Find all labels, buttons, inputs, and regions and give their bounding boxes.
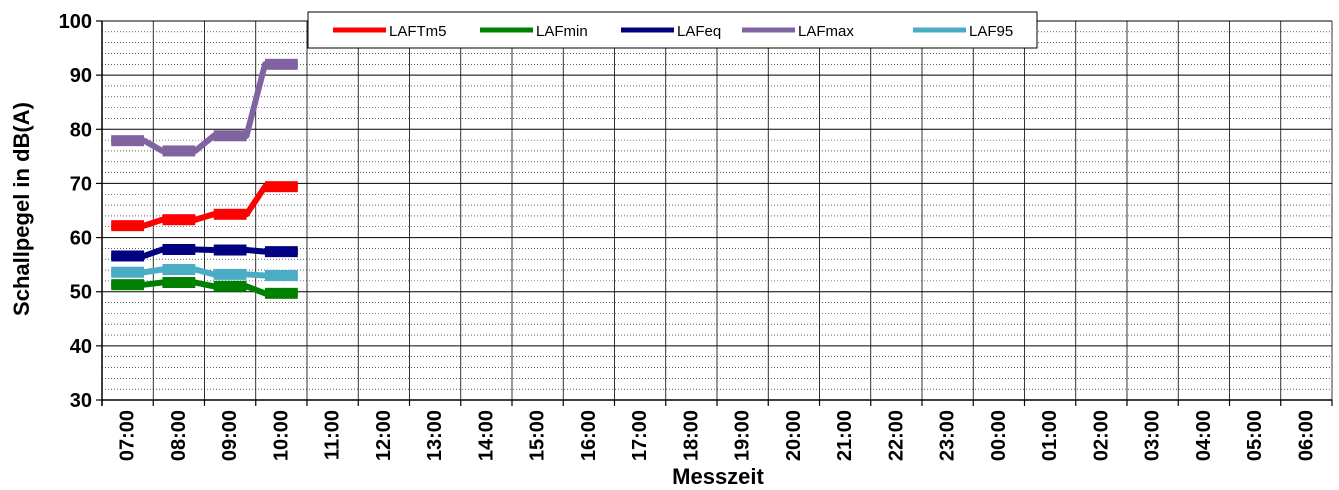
data-point-laftm5 <box>111 220 145 232</box>
x-tick-label: 09:00 <box>219 410 241 461</box>
data-point-lafmin <box>264 287 298 299</box>
x-tick-label: 23:00 <box>937 410 959 461</box>
x-tick-label: 20:00 <box>783 410 805 461</box>
y-tick-label: 90 <box>70 65 92 87</box>
data-point-lafmax <box>264 58 298 70</box>
legend-label-laf95: LAF95 <box>969 23 1013 40</box>
legend-label-lafeq: LAFeq <box>677 23 721 40</box>
x-tick-label: 16:00 <box>578 410 600 461</box>
data-point-laf95 <box>213 268 247 280</box>
x-tick-label: 04:00 <box>1193 410 1215 461</box>
data-point-laftm5 <box>264 181 298 193</box>
y-tick-label: 50 <box>70 282 92 304</box>
series-line-lafeq <box>111 246 298 259</box>
x-tick-label: 19:00 <box>732 410 754 461</box>
x-tick-label: 00:00 <box>988 410 1010 461</box>
data-point-lafeq <box>264 246 298 258</box>
series-line-laf95 <box>111 266 298 279</box>
legend-label-lafmax: LAFmax <box>798 23 854 40</box>
data-point-lafmax <box>111 135 145 147</box>
y-tick-label: 80 <box>70 119 92 141</box>
x-tick-label: 06:00 <box>1295 410 1317 461</box>
y-tick-label: 30 <box>70 390 92 412</box>
data-point-laf95 <box>162 264 196 276</box>
series-line-laftm5 <box>111 183 298 229</box>
x-tick-label: 17:00 <box>629 410 651 461</box>
axes-layer: 30 40 50 60 70 80 90 100 07:00 08:00 09:00 10:00 11:… <box>59 11 1333 461</box>
data-point-lafmax <box>162 145 196 157</box>
x-tick-label: 13:00 <box>424 410 446 461</box>
x-tick-label: 11:00 <box>322 410 344 460</box>
data-point-lafmax <box>213 130 247 142</box>
data-point-laf95 <box>111 266 145 278</box>
x-tick-label: 18:00 <box>680 410 702 461</box>
x-tick-label: 21:00 <box>834 410 856 461</box>
x-tick-label: 22:00 <box>885 410 907 461</box>
x-tick-label: 01:00 <box>1039 410 1061 461</box>
y-axis-title: Schallpegel in dB(A) <box>9 102 34 316</box>
legend-label-lafmin: LAFmin <box>536 23 588 40</box>
x-tick-label: 10:00 <box>270 410 292 461</box>
y-tick-label: 40 <box>70 336 92 358</box>
legend: LAFTm5 LAFmin LAFeq LAFmax LAF95 <box>307 11 1038 49</box>
y-tick-label: 70 <box>70 173 92 195</box>
x-tick-label: 03:00 <box>1142 410 1164 461</box>
data-point-lafeq <box>213 244 247 256</box>
y-tick-label: 100 <box>59 11 92 33</box>
data-point-lafmin <box>162 277 196 289</box>
series-line-lafmax <box>111 61 298 154</box>
x-tick-label: 05:00 <box>1244 410 1266 461</box>
grid-layer <box>102 20 1333 401</box>
x-tick-label: 08:00 <box>168 410 190 461</box>
data-point-laf95 <box>264 269 298 281</box>
data-point-lafmin <box>111 279 145 291</box>
data-point-laftm5 <box>162 214 196 226</box>
x-tick-label: 02:00 <box>1090 410 1112 461</box>
series-line-lafmin <box>111 279 298 297</box>
x-tick-label: 14:00 <box>475 410 497 461</box>
legend-label-laftm5: LAFTm5 <box>389 23 447 40</box>
x-tick-label: 15:00 <box>527 410 549 461</box>
data-point-lafeq <box>162 243 196 255</box>
x-tick-label: 12:00 <box>373 410 395 461</box>
data-point-lafeq <box>111 250 145 262</box>
x-tick-label: 07:00 <box>117 410 139 461</box>
data-point-lafmin <box>213 280 247 292</box>
data-point-laftm5 <box>213 208 247 220</box>
x-axis-title: Messzeit <box>672 464 764 489</box>
series-layer <box>111 58 298 299</box>
y-tick-label: 60 <box>70 228 92 250</box>
